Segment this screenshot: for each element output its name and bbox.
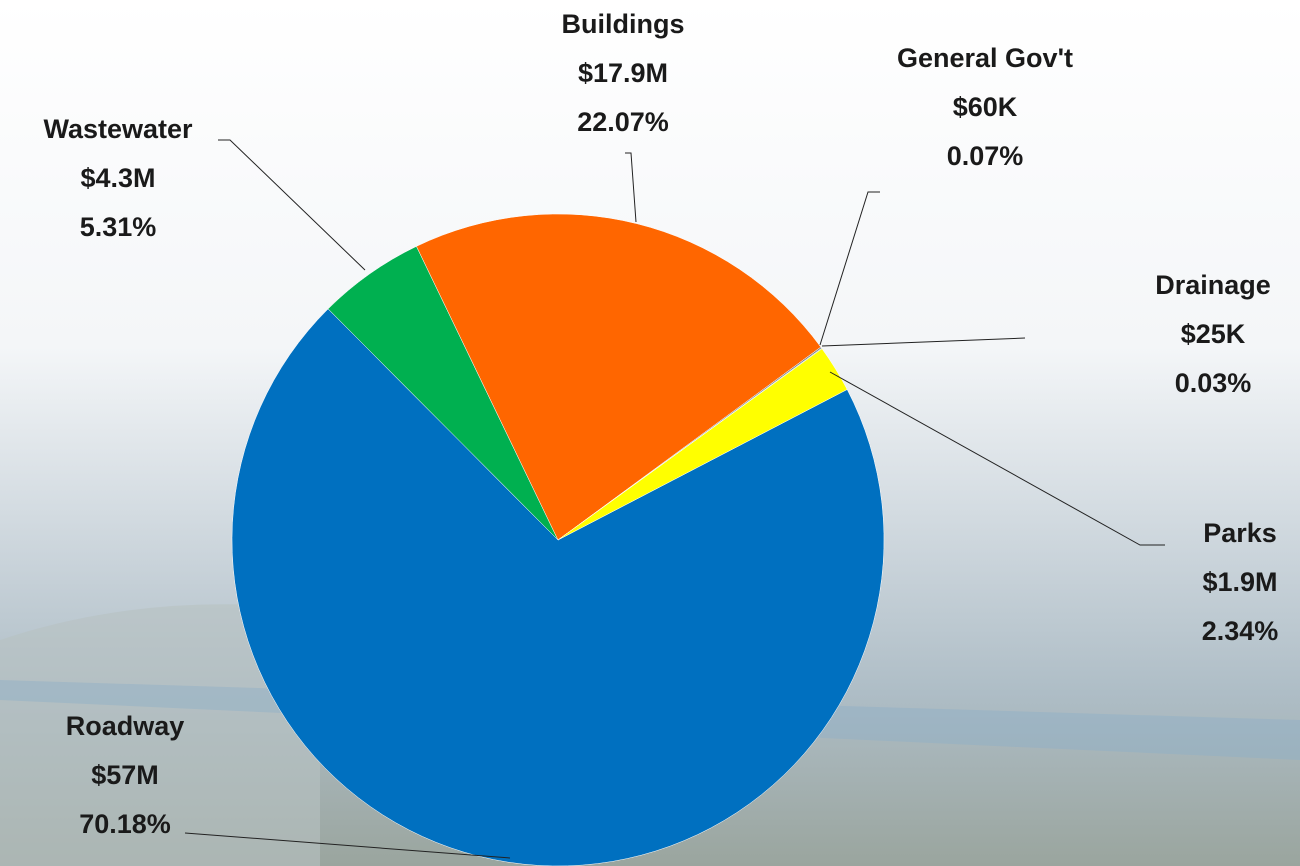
pie-slice xyxy=(416,213,822,541)
leader-line xyxy=(184,832,511,859)
pie-slice xyxy=(231,308,885,866)
slice-amount: $17.9M xyxy=(578,58,668,88)
pie-slice xyxy=(557,348,848,541)
slice-amount: $25K xyxy=(1181,319,1246,349)
slice-percent: 2.34% xyxy=(1202,616,1279,646)
slice-amount: $60K xyxy=(953,92,1018,122)
slice-percent: 0.03% xyxy=(1175,368,1252,398)
slice-amount: $4.3M xyxy=(80,163,155,193)
backdrop-hill xyxy=(0,604,320,866)
leader-line xyxy=(819,191,880,346)
slice-label: Buildings xyxy=(562,9,685,39)
slice-amount: $1.9M xyxy=(1202,567,1277,597)
slice-label: Wastewater xyxy=(43,114,193,144)
leader-lines xyxy=(184,139,1165,859)
leader-line xyxy=(218,139,366,271)
leader-line xyxy=(821,337,1026,347)
slice-amount: $57M xyxy=(91,760,159,790)
slice-percent: 0.07% xyxy=(947,141,1024,171)
slice-label: Roadway xyxy=(66,711,185,741)
slice-percent: 5.31% xyxy=(80,212,157,242)
leader-line xyxy=(625,152,637,223)
slice-label: Drainage xyxy=(1155,270,1271,300)
leader-line xyxy=(829,371,1165,546)
slice-percent: 22.07% xyxy=(577,107,669,137)
slice-label: Parks xyxy=(1203,518,1277,548)
slice-label: General Gov't xyxy=(897,43,1073,73)
slice-percent: 70.18% xyxy=(79,809,171,839)
